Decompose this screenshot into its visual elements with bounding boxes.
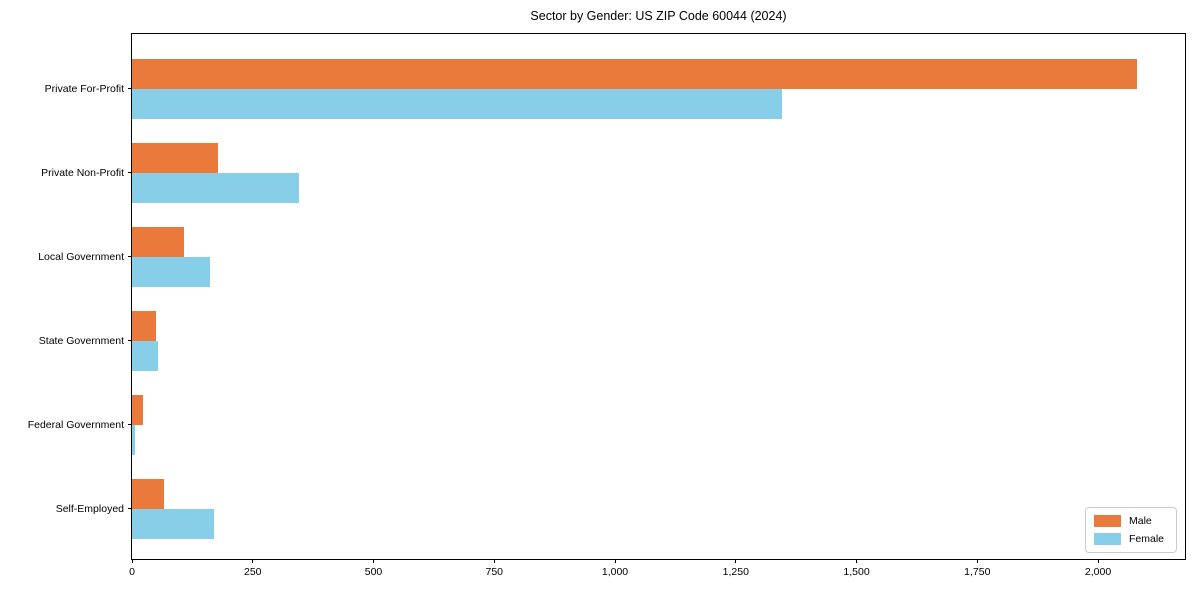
y-tick-label-private-for-profit: Private For-Profit (44, 83, 124, 95)
plot-area: Male Female Private For-Profit Private Non… (28, 33, 1186, 578)
legend-label-male: Male (1128, 515, 1152, 527)
x-tick-label: 1,000 (601, 566, 629, 578)
bar-female-state-government (132, 341, 158, 371)
x-tick (614, 559, 616, 563)
bar-male-local-government (132, 227, 185, 257)
x-tick-label: 500 (364, 566, 383, 578)
bar-female-self-employed (132, 509, 215, 539)
bar-male-state-government (132, 311, 157, 341)
x-tick-label: 1,750 (964, 566, 991, 578)
legend-entry-male: Male (1093, 515, 1164, 527)
bar-male-federal-government (132, 395, 144, 425)
x-tick-label: 250 (243, 566, 262, 578)
bar-female-local-government (132, 257, 210, 287)
y-tick-label-local-government: Local Government (38, 251, 124, 263)
x-tick (373, 559, 374, 563)
chart-title: Sector by Gender: US ZIP Code 60044 (202… (530, 9, 787, 23)
x-tick (856, 559, 858, 563)
x-tick-label: 2,000 (1084, 566, 1112, 578)
y-tick (128, 172, 132, 173)
legend-swatch-male (1093, 515, 1121, 527)
y-tick (128, 88, 132, 89)
bar-male-private-for-profit (132, 59, 1137, 89)
legend-entry-female: Female (1093, 533, 1164, 545)
bar-male-private-non-profit (132, 143, 218, 173)
y-tick-label-private-non-profit: Private Non-Profit (41, 167, 124, 179)
bar-female-federal-government (132, 425, 135, 455)
y-tick-label-federal-government: Federal Government (27, 419, 124, 431)
x-tick (1097, 559, 1099, 563)
x-tick-label: 750 (485, 566, 504, 578)
x-tick (735, 559, 737, 563)
y-tick-label-self-employed: Self-Employed (55, 503, 124, 515)
y-tick (128, 508, 132, 509)
bar-female-private-for-profit (132, 89, 782, 119)
bar-male-self-employed (132, 479, 164, 509)
x-tick (252, 559, 254, 563)
x-tick (976, 559, 978, 563)
legend-swatch-female (1093, 533, 1121, 545)
legend: Male Female (1084, 507, 1177, 553)
legend-label-female: Female (1128, 533, 1164, 545)
x-tick-label: 0 (129, 566, 135, 578)
y-tick (128, 256, 132, 257)
x-tick (131, 559, 133, 563)
bar-female-private-non-profit (132, 173, 299, 203)
x-tick-label: 1,250 (722, 566, 749, 578)
y-tick-label-state-government: State Government (38, 335, 124, 347)
y-tick (128, 340, 132, 341)
y-tick (128, 424, 132, 425)
x-tick (493, 559, 495, 563)
x-tick-label: 1,500 (843, 566, 870, 578)
